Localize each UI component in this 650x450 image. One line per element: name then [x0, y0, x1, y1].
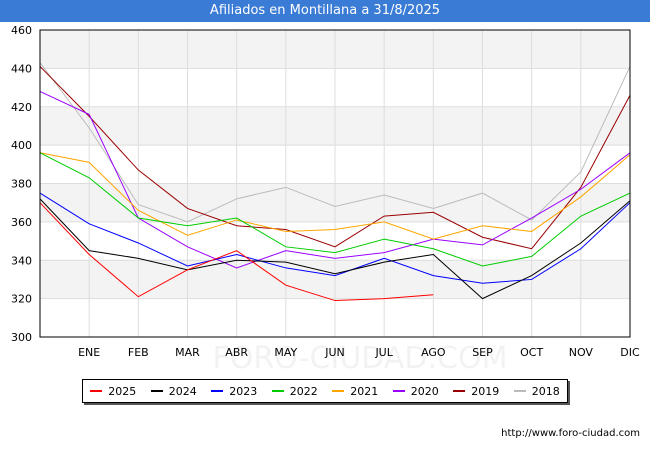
legend-item-2021: 2021 [332, 385, 378, 398]
x-tick-label: AGO [421, 346, 446, 359]
legend-label: 2019 [471, 384, 500, 398]
y-tick-label: 320 [11, 293, 32, 306]
credit-url: http://www.foro-ciudad.com [501, 428, 640, 439]
x-tick-label: FEB [128, 346, 149, 359]
legend-item-2019: 2019 [453, 385, 499, 398]
legend-swatch [392, 390, 405, 392]
legend-swatch [453, 390, 466, 392]
legend-label: 2020 [410, 384, 439, 398]
legend-swatch [90, 390, 103, 392]
legend-item-2020: 2020 [392, 384, 439, 398]
legend-swatch [150, 390, 163, 392]
y-tick-label: 360 [11, 216, 32, 229]
x-tick-label: MAY [274, 346, 297, 359]
chart-title: Afiliados en Montillana a 31/8/2025 [0, 0, 650, 22]
x-tick-label: JUN [324, 346, 345, 359]
legend-label: 2025 [108, 384, 137, 398]
y-tick-label: 440 [11, 62, 32, 75]
legend-label: 2023 [229, 384, 258, 398]
y-tick-label: 400 [11, 139, 32, 152]
chart-legend: 2025 2024 2023 2022 2021 2020 2019 2018 [82, 379, 568, 403]
x-tick-label: SEP [472, 346, 493, 359]
plot-border [39, 29, 631, 338]
y-tick-label: 340 [11, 254, 32, 267]
series-line-2021 [39, 152, 631, 240]
series-line-2018 [39, 62, 631, 223]
legend-label: 2022 [289, 384, 318, 398]
series-line-2023 [39, 192, 631, 284]
legend-label: 2024 [168, 384, 197, 398]
legend-swatch [513, 390, 526, 392]
series-line-2019 [39, 66, 631, 250]
legend-label: 2021 [350, 384, 379, 398]
legend-swatch [332, 390, 345, 392]
legend-item-2022: 2022 [271, 384, 318, 398]
legend-item-2025: 2025 [90, 385, 136, 398]
x-tick-label: NOV [569, 346, 594, 359]
x-tick-label: MAR [175, 346, 200, 359]
x-tick-label: ABR [225, 346, 248, 359]
watermark: FORO-CIUDAD.COM [213, 341, 508, 376]
y-tick-label: 380 [11, 178, 32, 191]
y-tick-label: 460 [11, 24, 32, 37]
series-line-2024 [39, 198, 631, 300]
y-tick-label: 420 [11, 101, 32, 114]
x-tick-label: DIC [620, 346, 640, 359]
x-tick-label: JUL [374, 346, 393, 359]
x-tick-label: ENE [78, 346, 100, 359]
legend-label: 2018 [531, 384, 560, 398]
legend-swatch [211, 390, 224, 392]
series-line-2022 [39, 152, 631, 267]
series-line-2025 [39, 202, 434, 302]
legend-item-2024: 2024 [150, 384, 197, 398]
legend-item-2023: 2023 [211, 385, 257, 398]
legend-item-2018: 2018 [513, 384, 560, 398]
legend-swatch [271, 390, 284, 392]
x-tick-label: OCT [520, 346, 543, 359]
y-tick-label: 300 [11, 331, 32, 344]
